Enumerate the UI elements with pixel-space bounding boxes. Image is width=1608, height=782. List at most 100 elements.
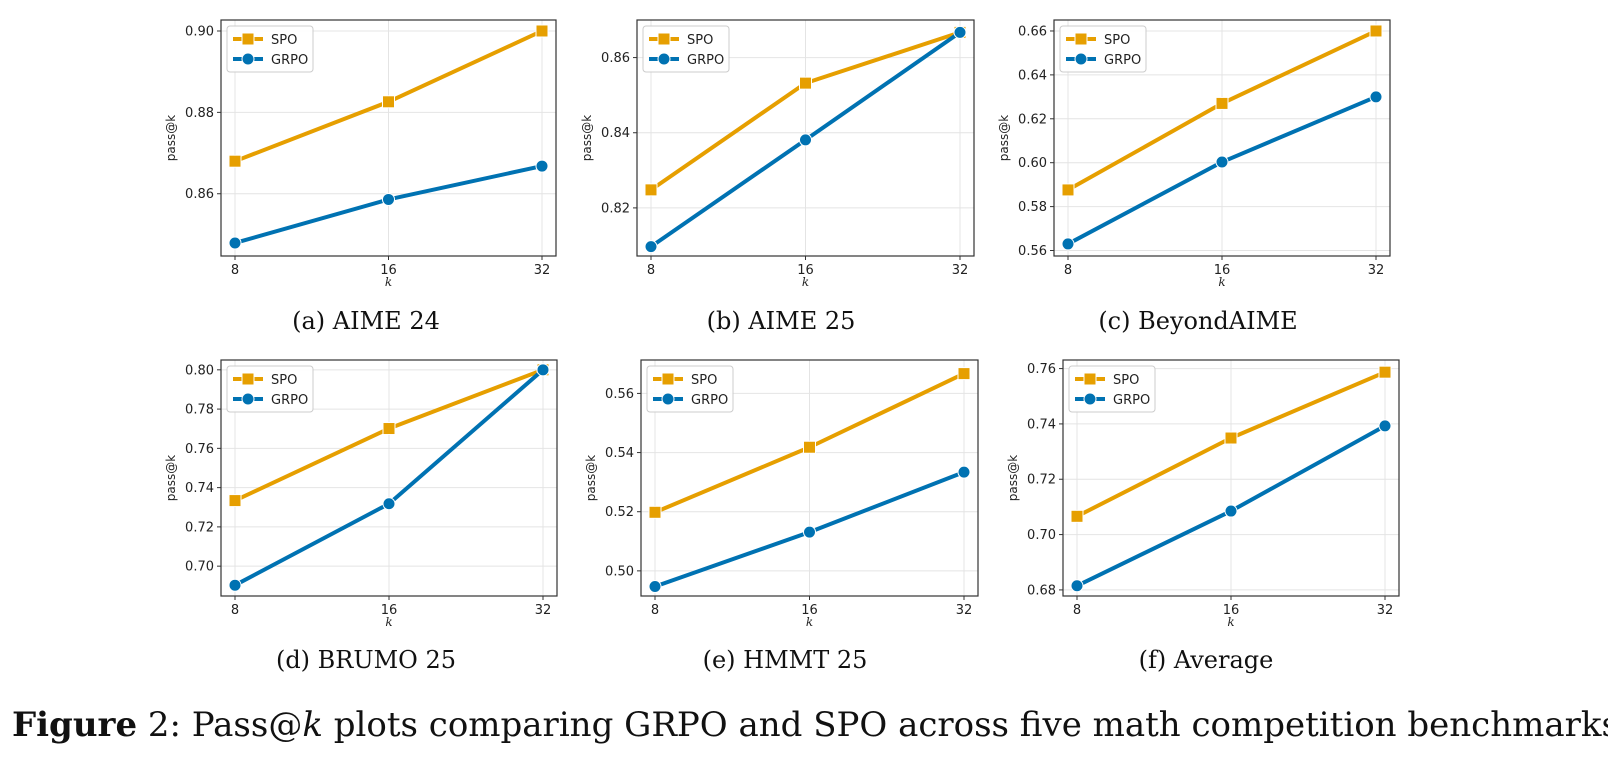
x-tick-label: 16 <box>1223 603 1240 618</box>
y-tick-label: 0.68 <box>1027 583 1056 598</box>
legend-spo-label: SPO <box>1113 373 1139 388</box>
legend: SPO GRPO <box>226 365 314 413</box>
grpo-point <box>536 363 550 377</box>
spo-point <box>648 505 662 519</box>
legend-spo-marker <box>241 372 255 386</box>
spo-point <box>1369 24 1383 38</box>
grpo-point <box>228 578 242 592</box>
y-tick-label: 0.76 <box>1027 362 1056 377</box>
figure-caption: Figure 2: Pass@k plots comparing GRPO an… <box>12 705 1608 745</box>
grpo-point <box>1061 237 1075 251</box>
grpo-point <box>803 525 816 539</box>
y-tick-label: 0.52 <box>605 505 634 520</box>
y-tick-label: 0.76 <box>185 442 214 457</box>
legend-grpo-marker <box>1074 52 1088 66</box>
grpo-point <box>644 240 658 254</box>
chart-panel-4: 8 16 32 0.70 0.72 0.74 0.76 0.78 0.80 k pass@k SPO G… <box>164 359 558 674</box>
x-axis-label: k <box>1218 275 1225 289</box>
chart-panel-6: 8 16 32 0.68 0.70 0.72 0.74 0.76 k pass@k SPO GRPO (… <box>1006 359 1400 674</box>
spo-point <box>957 367 971 381</box>
x-tick-label: 16 <box>801 603 818 618</box>
y-tick-label: 0.80 <box>185 363 214 378</box>
spo-point <box>1061 183 1075 197</box>
legend-grpo-marker <box>661 392 675 406</box>
legend-spo-label: SPO <box>271 33 297 48</box>
legend: SPO GRPO <box>646 365 734 413</box>
legend: SPO GRPO <box>642 25 730 73</box>
x-axis-label: k <box>806 615 813 629</box>
panel-label: (e) HMMT 25 <box>703 646 868 674</box>
grpo-point <box>1378 419 1392 433</box>
y-tick-label: 0.72 <box>1027 473 1056 488</box>
x-tick-label: 32 <box>952 263 969 278</box>
x-tick-label: 8 <box>651 603 659 618</box>
y-axis-label: pass@k <box>997 115 1011 161</box>
y-tick-label: 0.58 <box>1018 200 1047 215</box>
legend-grpo-label: GRPO <box>1113 393 1150 408</box>
chart-panel-1: 8 16 32 0.86 0.88 0.90 k pass@k SPO GRPO (a) AIME … <box>164 19 557 335</box>
legend-spo-label: SPO <box>687 33 713 48</box>
chart-panel-3: 8 16 32 0.56 0.58 0.60 0.62 0.64 0.66 k pass@k SPO G… <box>997 19 1391 335</box>
y-tick-label: 0.56 <box>605 387 634 402</box>
x-tick-label: 16 <box>381 603 398 618</box>
spo-point <box>1378 365 1392 379</box>
y-tick-label: 0.54 <box>605 446 634 461</box>
spo-point <box>382 422 396 436</box>
caption-number: 2 <box>147 705 170 745</box>
x-tick-label: 16 <box>380 263 397 278</box>
chart-panel-5: 8 16 32 0.50 0.52 0.54 0.56 k pass@k SPO GRPO (e) H… <box>584 359 979 674</box>
y-tick-label: 0.72 <box>185 520 214 535</box>
legend-grpo-label: GRPO <box>271 393 308 408</box>
caption-text: plots comparing GRPO and SPO across five… <box>322 705 1608 745</box>
spo-point <box>1215 96 1229 110</box>
panel-label: (f) Average <box>1139 646 1274 674</box>
grpo-point <box>799 133 812 147</box>
legend-grpo-marker <box>241 392 255 406</box>
spo-point <box>1070 509 1084 523</box>
y-tick-label: 0.78 <box>185 403 214 418</box>
grpo-point <box>957 465 971 479</box>
x-tick-label: 32 <box>1377 603 1394 618</box>
y-tick-label: 0.88 <box>185 106 214 121</box>
legend-grpo-label: GRPO <box>271 53 308 68</box>
legend-spo-label: SPO <box>271 373 297 388</box>
y-tick-label: 0.50 <box>605 564 634 579</box>
spo-point <box>803 440 816 454</box>
y-axis-label: pass@k <box>584 455 598 501</box>
caption-k: k <box>302 705 323 745</box>
legend-spo-label: SPO <box>691 373 717 388</box>
legend-spo-label: SPO <box>1104 33 1130 48</box>
legend: SPO GRPO <box>1059 25 1147 73</box>
panel-label: (a) AIME 24 <box>292 307 440 335</box>
y-tick-label: 0.62 <box>1018 112 1047 127</box>
legend: SPO GRPO <box>226 25 314 73</box>
legend-grpo-label: GRPO <box>691 393 728 408</box>
legend-spo-marker <box>1074 32 1088 46</box>
grpo-point <box>1215 155 1229 169</box>
y-tick-label: 0.90 <box>185 24 214 39</box>
legend-grpo-marker <box>241 52 255 66</box>
y-tick-label: 0.70 <box>185 560 214 575</box>
x-axis-label: k <box>385 615 392 629</box>
y-tick-label: 0.60 <box>1018 156 1047 171</box>
spo-point <box>535 24 549 38</box>
grpo-point <box>382 497 396 511</box>
grpo-point <box>953 25 967 39</box>
legend: SPO GRPO <box>1068 365 1156 413</box>
legend-grpo-label: GRPO <box>687 53 724 68</box>
panel-label: (c) BeyondAIME <box>1098 307 1297 335</box>
x-tick-label: 32 <box>535 603 552 618</box>
caption-label: Figure <box>12 705 138 745</box>
legend-spo-marker <box>241 32 255 46</box>
x-tick-label: 8 <box>1064 263 1072 278</box>
x-tick-label: 8 <box>231 263 239 278</box>
grpo-point <box>382 192 395 206</box>
panel-label: (b) AIME 25 <box>707 307 856 335</box>
x-tick-label: 16 <box>1214 263 1231 278</box>
spo-point <box>644 183 658 197</box>
spo-point <box>382 95 395 109</box>
spo-point <box>1224 431 1238 445</box>
x-axis-label: k <box>1227 615 1234 629</box>
spo-point <box>799 76 812 90</box>
